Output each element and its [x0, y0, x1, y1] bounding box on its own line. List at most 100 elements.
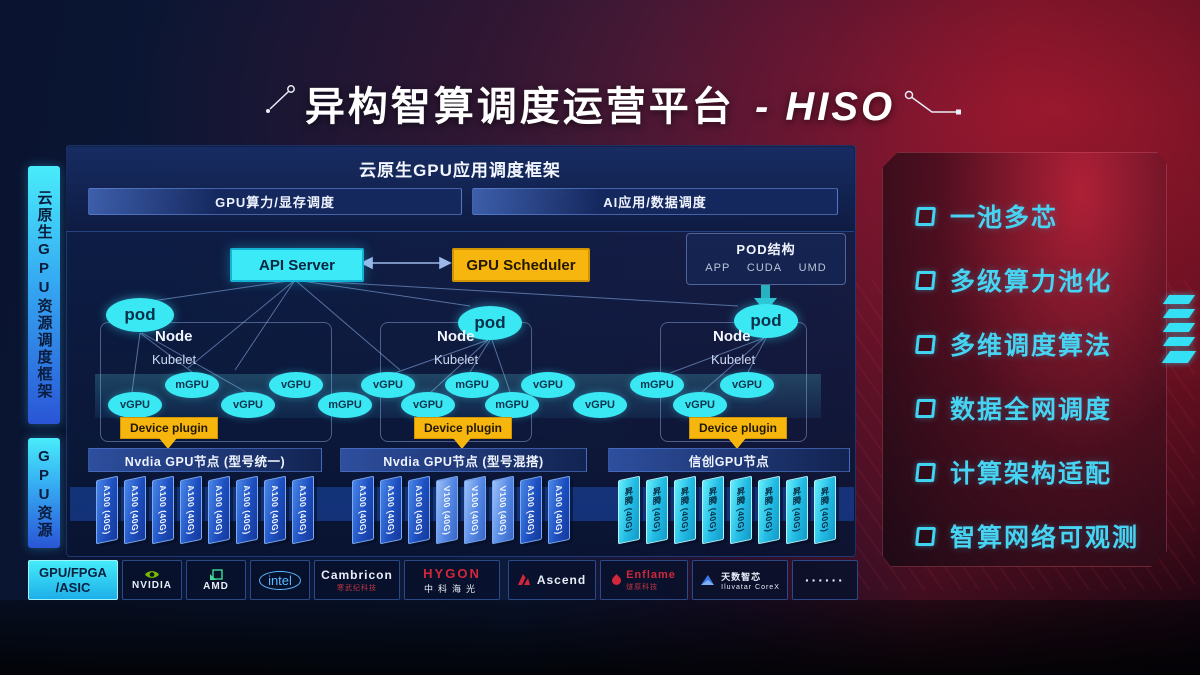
gpu-card-label: 昇腾 (40G)	[624, 486, 634, 534]
gpu-card: A100 (40G)	[380, 475, 402, 545]
gpu-oval: mGPU	[445, 372, 499, 398]
sidebar-label-scheduling-framework: 云原生GPU资源调度框架	[28, 166, 60, 424]
device-plugin-3: Device plugin	[689, 417, 787, 439]
gpu-card-label: A100 (40G)	[298, 484, 308, 536]
feature-item-3: 多维调度算法	[916, 326, 1112, 362]
bottom-vignette	[0, 600, 1200, 675]
pod-ellipse-3: pod	[734, 304, 798, 338]
vendor-name: Ascend	[536, 573, 587, 587]
intel-logo: intel	[259, 570, 301, 590]
gpu-card: A100 (40G)	[548, 475, 570, 545]
feature-label: 数据全网调度	[950, 396, 1113, 424]
vendor-subname: 中科海光	[423, 583, 480, 594]
feature-item-4: 数据全网调度	[916, 390, 1112, 426]
vendor-name: AMD	[203, 580, 229, 592]
gpu-oval: vGPU	[573, 392, 627, 418]
features-panel: 一池多芯 多级算力池化 多维调度算法 数据全网调度 计算架构适配 智算网络可观测	[882, 152, 1167, 567]
gpu-card-label: V100 (40G)	[442, 484, 452, 536]
group-header-nvidia-uniform: Nvdia GPU节点 (型号统一)	[88, 448, 322, 472]
gpu-card-label: V100 (40G)	[470, 484, 480, 536]
vendor-name: ······	[805, 572, 845, 588]
gpu-card: 昇腾 (40G)	[646, 475, 668, 545]
pod-ellipse-2: pod	[458, 306, 522, 340]
group-header-xinchuang: 信创GPU节点	[608, 448, 850, 472]
square-bullet-icon	[915, 463, 936, 482]
gpu-card-label: A100 (40G)	[130, 484, 140, 536]
pod-item-umd: UMD	[798, 262, 827, 274]
gpu-scheduler-box: GPU Scheduler	[452, 248, 590, 282]
square-bullet-icon	[915, 271, 936, 290]
gpu-card: 昇腾 (40G)	[730, 475, 752, 545]
gpu-card-label: A100 (40G)	[526, 484, 536, 536]
gpu-oval: vGPU	[269, 372, 323, 398]
gpu-oval: vGPU	[108, 392, 162, 418]
feature-label: 多维调度算法	[950, 332, 1113, 360]
hazard-stripe-icon	[1162, 309, 1196, 318]
vendor-tile-more: ······	[792, 560, 858, 600]
vendor-name: Enflame	[626, 568, 676, 581]
gpu-oval: mGPU	[630, 372, 684, 398]
vendor-tile-iluvatar: 天数智芯 Iluvatar CoreX	[692, 560, 788, 600]
gpu-card-label: A100 (40G)	[386, 484, 396, 536]
device-plugin-arrow-2	[453, 438, 471, 449]
kubelet-label-3: Kubelet	[711, 352, 756, 367]
enflame-logo-icon	[610, 573, 623, 587]
hardware-label-line1: GPU/FPGA	[39, 565, 107, 580]
square-bullet-icon	[915, 335, 936, 354]
gpu-card-label: A100 (40G)	[102, 484, 112, 536]
node-label-3: Node	[713, 328, 751, 345]
vendor-tile-intel: intel	[250, 560, 310, 600]
gpu-card-label: A100 (40G)	[186, 484, 196, 536]
gpu-card: A100 (40G)	[208, 475, 230, 545]
gpu-card: A100 (40G)	[352, 475, 374, 545]
gpu-card: A100 (40G)	[264, 475, 286, 545]
device-plugin-2: Device plugin	[414, 417, 512, 439]
gpu-card-label: 昇腾 (40G)	[708, 486, 718, 534]
feature-label: 计算架构适配	[950, 460, 1113, 488]
gpu-card-label: A100 (40G)	[158, 484, 168, 536]
gpu-card: 昇腾 (40G)	[758, 475, 780, 545]
gpu-card: A100 (40G)	[520, 475, 542, 545]
gpu-card: A100 (40G)	[236, 475, 258, 545]
sidebar-label-bottom-text: GPU资源	[35, 447, 53, 539]
framework-title: 云原生GPU应用调度框架	[359, 161, 561, 180]
pod-item-cuda: CUDA	[746, 262, 783, 274]
gpu-oval: vGPU	[720, 372, 774, 398]
page-title-suffix: - HISO	[754, 85, 896, 129]
vendor-subname: 寒武纪科技	[337, 584, 377, 592]
gpu-card: V100 (40G)	[436, 475, 458, 545]
gpu-card-label: 昇腾 (40G)	[820, 486, 830, 534]
gpu-card-label: A100 (40G)	[270, 484, 280, 536]
vendor-tile-hygon: HYGON 中科海光	[404, 560, 500, 600]
nvidia-logo-icon	[145, 571, 159, 578]
gpu-card: 昇腾 (40G)	[786, 475, 808, 545]
iluvatar-logo-icon	[701, 575, 715, 585]
device-plugin-1: Device plugin	[120, 417, 218, 439]
vendor-subname: 燧原科技	[626, 583, 659, 591]
hardware-label-line2: /ASIC	[55, 580, 91, 595]
hazard-stripe-icon	[1162, 337, 1196, 346]
device-plugin-arrow-3	[728, 438, 746, 449]
feature-label: 多级算力池化	[950, 268, 1113, 296]
feature-item-5: 计算架构适配	[916, 454, 1112, 490]
bar-gpu-compute-scheduling: GPU算力/显存调度	[88, 188, 462, 215]
feature-item-2: 多级算力池化	[916, 262, 1112, 298]
vendor-tile-ascend: Ascend	[508, 560, 596, 600]
kubelet-label-2: Kubelet	[434, 352, 479, 367]
gpu-card: A100 (40G)	[180, 475, 202, 545]
gpu-oval: mGPU	[165, 372, 219, 398]
gpu-card: V100 (40G)	[492, 475, 514, 545]
page-title-main: 异构智算调度运营平台	[304, 85, 735, 129]
circuit-decoration-right-icon	[904, 90, 961, 115]
bar-ai-data-scheduling: AI应用/数据调度	[472, 188, 838, 215]
gpu-oval: mGPU	[485, 392, 539, 418]
gpu-card-label: 昇腾 (40G)	[736, 486, 746, 534]
gpu-oval: vGPU	[361, 372, 415, 398]
gpu-card-label: A100 (40G)	[414, 484, 424, 536]
gpu-card-label: 昇腾 (40G)	[764, 486, 774, 534]
page-title: 异构智算调度运营平台 - HISO	[0, 74, 1200, 132]
feature-label: 一池多芯	[950, 204, 1059, 232]
api-server-box: API Server	[230, 248, 364, 282]
vendor-name: HYGON	[423, 565, 481, 581]
node-label-2: Node	[437, 328, 475, 345]
